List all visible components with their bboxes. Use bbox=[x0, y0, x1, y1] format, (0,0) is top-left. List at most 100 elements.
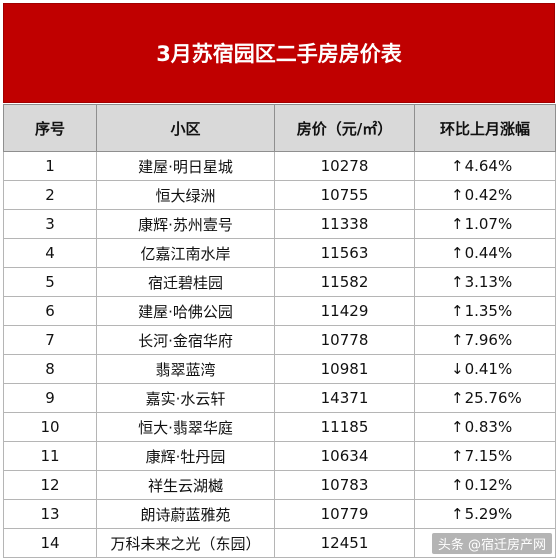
arrow-up-icon: ↑ bbox=[451, 244, 464, 262]
change-value: 0.83% bbox=[464, 418, 513, 436]
row-change: ↑25.76% bbox=[414, 383, 556, 413]
change-value: 0.44% bbox=[464, 244, 513, 262]
row-number: 9 bbox=[3, 383, 97, 413]
row-number: 5 bbox=[3, 267, 97, 297]
row-price: 10783 bbox=[274, 470, 415, 500]
row-change: ↑5.29% bbox=[414, 499, 556, 529]
arrow-up-icon: ↑ bbox=[451, 505, 464, 523]
row-change: ↓0.41% bbox=[414, 354, 556, 384]
row-number: 6 bbox=[3, 296, 97, 326]
row-change: ↑3.13% bbox=[414, 267, 556, 297]
change-value: 7.96% bbox=[464, 331, 513, 349]
row-price: 11429 bbox=[274, 296, 415, 326]
change-value: 0.12% bbox=[464, 476, 513, 494]
row-change bbox=[414, 528, 556, 558]
arrow-up-icon: ↑ bbox=[451, 447, 464, 465]
row-change: ↑0.42% bbox=[414, 180, 556, 210]
row-number: 12 bbox=[3, 470, 97, 500]
row-community: 康辉·牡丹园 bbox=[96, 441, 275, 471]
arrow-up-icon: ↑ bbox=[451, 331, 464, 349]
row-number: 3 bbox=[3, 209, 97, 239]
row-price: 12451 bbox=[274, 528, 415, 558]
row-change: ↑0.83% bbox=[414, 412, 556, 442]
arrow-up-icon: ↑ bbox=[451, 273, 464, 291]
row-price: 10778 bbox=[274, 325, 415, 355]
row-number: 7 bbox=[3, 325, 97, 355]
table-row: 11 康辉·牡丹园 10634 ↑7.15% bbox=[3, 441, 556, 471]
table-row: 6 建屋·哈佛公园 11429 ↑1.35% bbox=[3, 296, 556, 326]
change-value: 5.29% bbox=[464, 505, 513, 523]
table-title: 3月苏宿园区二手房房价表 bbox=[3, 3, 555, 103]
change-value: 3.13% bbox=[464, 273, 513, 291]
row-number: 2 bbox=[3, 180, 97, 210]
arrow-up-icon: ↑ bbox=[451, 186, 464, 204]
row-price: 10278 bbox=[274, 151, 415, 181]
row-price: 11563 bbox=[274, 238, 415, 268]
change-value: 4.64% bbox=[464, 157, 513, 175]
header-price: 房价（元/㎡） bbox=[274, 104, 415, 152]
row-price: 11582 bbox=[274, 267, 415, 297]
row-change: ↑1.07% bbox=[414, 209, 556, 239]
watermark: 头条 @宿迁房产网 bbox=[431, 533, 552, 554]
arrow-up-icon: ↑ bbox=[451, 302, 464, 320]
row-number: 13 bbox=[3, 499, 97, 529]
row-community: 朗诗蔚蓝雅苑 bbox=[96, 499, 275, 529]
row-change: ↑7.96% bbox=[414, 325, 556, 355]
table-row: 9 嘉实·水云轩 14371 ↑25.76% bbox=[3, 383, 556, 413]
change-value: 25.76% bbox=[464, 389, 522, 407]
table-row: 5 宿迁碧桂园 11582 ↑3.13% bbox=[3, 267, 556, 297]
price-table: 序号 小区 房价（元/㎡） 环比上月涨幅 1 建屋·明日星城 10278 ↑4.64%… bbox=[3, 104, 556, 558]
arrow-up-icon: ↑ bbox=[451, 215, 464, 233]
change-value: 0.42% bbox=[464, 186, 513, 204]
row-community: 恒大绿洲 bbox=[96, 180, 275, 210]
header-row: 序号 小区 房价（元/㎡） 环比上月涨幅 bbox=[3, 104, 556, 152]
row-community: 建屋·哈佛公园 bbox=[96, 296, 275, 326]
table-row: 3 康辉·苏州壹号 11338 ↑1.07% bbox=[3, 209, 556, 239]
row-community: 万科未来之光（东园） bbox=[96, 528, 275, 558]
row-community: 长河·金宿华府 bbox=[96, 325, 275, 355]
row-price: 11185 bbox=[274, 412, 415, 442]
row-community: 宿迁碧桂园 bbox=[96, 267, 275, 297]
change-value: 0.41% bbox=[464, 360, 513, 378]
header-number: 序号 bbox=[3, 104, 97, 152]
row-number: 1 bbox=[3, 151, 97, 181]
table-row: 13 朗诗蔚蓝雅苑 10779 ↑5.29% bbox=[3, 499, 556, 529]
table-row: 8 翡翠蓝湾 10981 ↓0.41% bbox=[3, 354, 556, 384]
row-change: ↑0.44% bbox=[414, 238, 556, 268]
row-price: 11338 bbox=[274, 209, 415, 239]
table-row: 12 祥生云湖樾 10783 ↑0.12% bbox=[3, 470, 556, 500]
row-community: 康辉·苏州壹号 bbox=[96, 209, 275, 239]
row-community: 恒大·翡翠华庭 bbox=[96, 412, 275, 442]
row-price: 14371 bbox=[274, 383, 415, 413]
row-number: 11 bbox=[3, 441, 97, 471]
header-community: 小区 bbox=[96, 104, 275, 152]
row-price: 10981 bbox=[274, 354, 415, 384]
table-row: 2 恒大绿洲 10755 ↑0.42% bbox=[3, 180, 556, 210]
table-row: 10 恒大·翡翠华庭 11185 ↑0.83% bbox=[3, 412, 556, 442]
row-number: 14 bbox=[3, 528, 97, 558]
arrow-down-icon: ↓ bbox=[451, 360, 464, 378]
change-value: 1.07% bbox=[464, 215, 513, 233]
row-number: 10 bbox=[3, 412, 97, 442]
row-price: 10634 bbox=[274, 441, 415, 471]
table-row: 7 长河·金宿华府 10778 ↑7.96% bbox=[3, 325, 556, 355]
arrow-up-icon: ↑ bbox=[451, 476, 464, 494]
table-row: 1 建屋·明日星城 10278 ↑4.64% bbox=[3, 151, 556, 181]
row-community: 祥生云湖樾 bbox=[96, 470, 275, 500]
arrow-up-icon: ↑ bbox=[451, 389, 464, 407]
change-value: 7.15% bbox=[464, 447, 513, 465]
table-row: 14 万科未来之光（东园） 12451 bbox=[3, 528, 556, 558]
change-value: 1.35% bbox=[464, 302, 513, 320]
row-price: 10755 bbox=[274, 180, 415, 210]
table-row: 4 亿嘉江南水岸 11563 ↑0.44% bbox=[3, 238, 556, 268]
row-change: ↑1.35% bbox=[414, 296, 556, 326]
row-number: 4 bbox=[3, 238, 97, 268]
row-community: 建屋·明日星城 bbox=[96, 151, 275, 181]
row-change: ↑7.15% bbox=[414, 441, 556, 471]
table-body: 1 建屋·明日星城 10278 ↑4.64% 2 恒大绿洲 10755 ↑0.42% 3 康辉·苏… bbox=[3, 151, 556, 558]
arrow-up-icon: ↑ bbox=[451, 157, 464, 175]
row-community: 嘉实·水云轩 bbox=[96, 383, 275, 413]
header-change: 环比上月涨幅 bbox=[414, 104, 556, 152]
row-community: 翡翠蓝湾 bbox=[96, 354, 275, 384]
row-price: 10779 bbox=[274, 499, 415, 529]
